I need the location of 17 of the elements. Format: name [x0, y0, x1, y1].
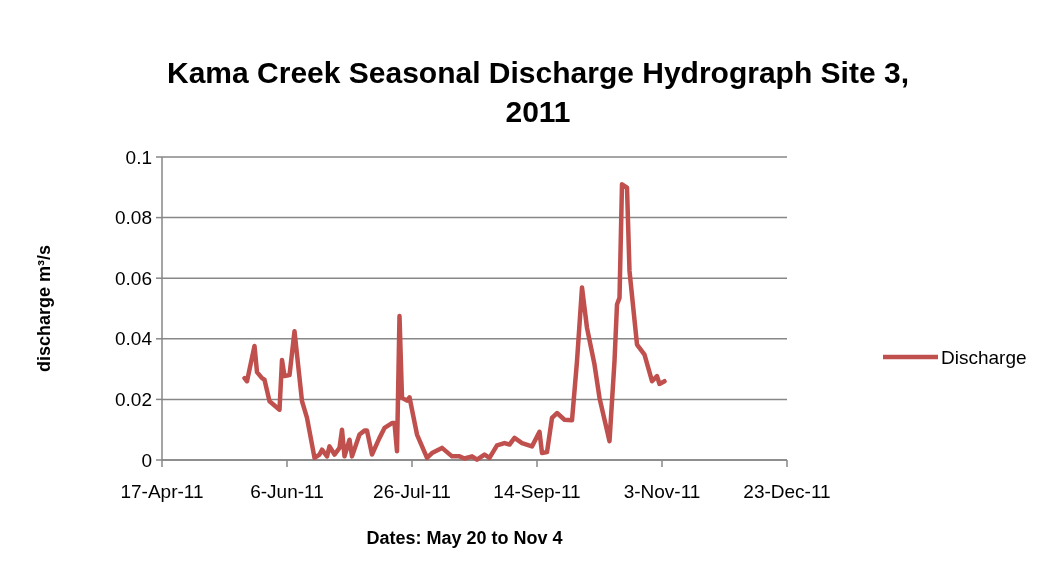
y-tick-label: 0.02 [115, 389, 152, 411]
y-axis-title: discharge m³/s [34, 244, 54, 373]
x-axis-title: Dates: May 20 to Nov 4 [366, 528, 563, 548]
line-series [242, 182, 667, 462]
y-tick-label: 0.06 [115, 267, 152, 289]
y-tick-label: 0.08 [115, 207, 152, 229]
x-tick-label: 3-Nov-11 [623, 481, 701, 502]
x-tick-label: 14-Sep-11 [493, 481, 581, 502]
x-tick-label: 17-Apr-11 [120, 481, 204, 502]
x-tick-label: 26-Jul-11 [373, 481, 451, 502]
chart-title: Kama Creek Seasonal Discharge Hydrograph Site 3, 2011 [167, 56, 909, 128]
legend-label: Discharge [941, 346, 1027, 368]
x-tick-label: 6-Jun-11 [250, 481, 324, 502]
y-tick-label: 0.1 [125, 146, 152, 168]
y-tick-label: 0 [141, 449, 152, 471]
x-tick-label: 23-Dec-11 [743, 481, 831, 502]
y-tick-label: 0.04 [115, 328, 153, 350]
